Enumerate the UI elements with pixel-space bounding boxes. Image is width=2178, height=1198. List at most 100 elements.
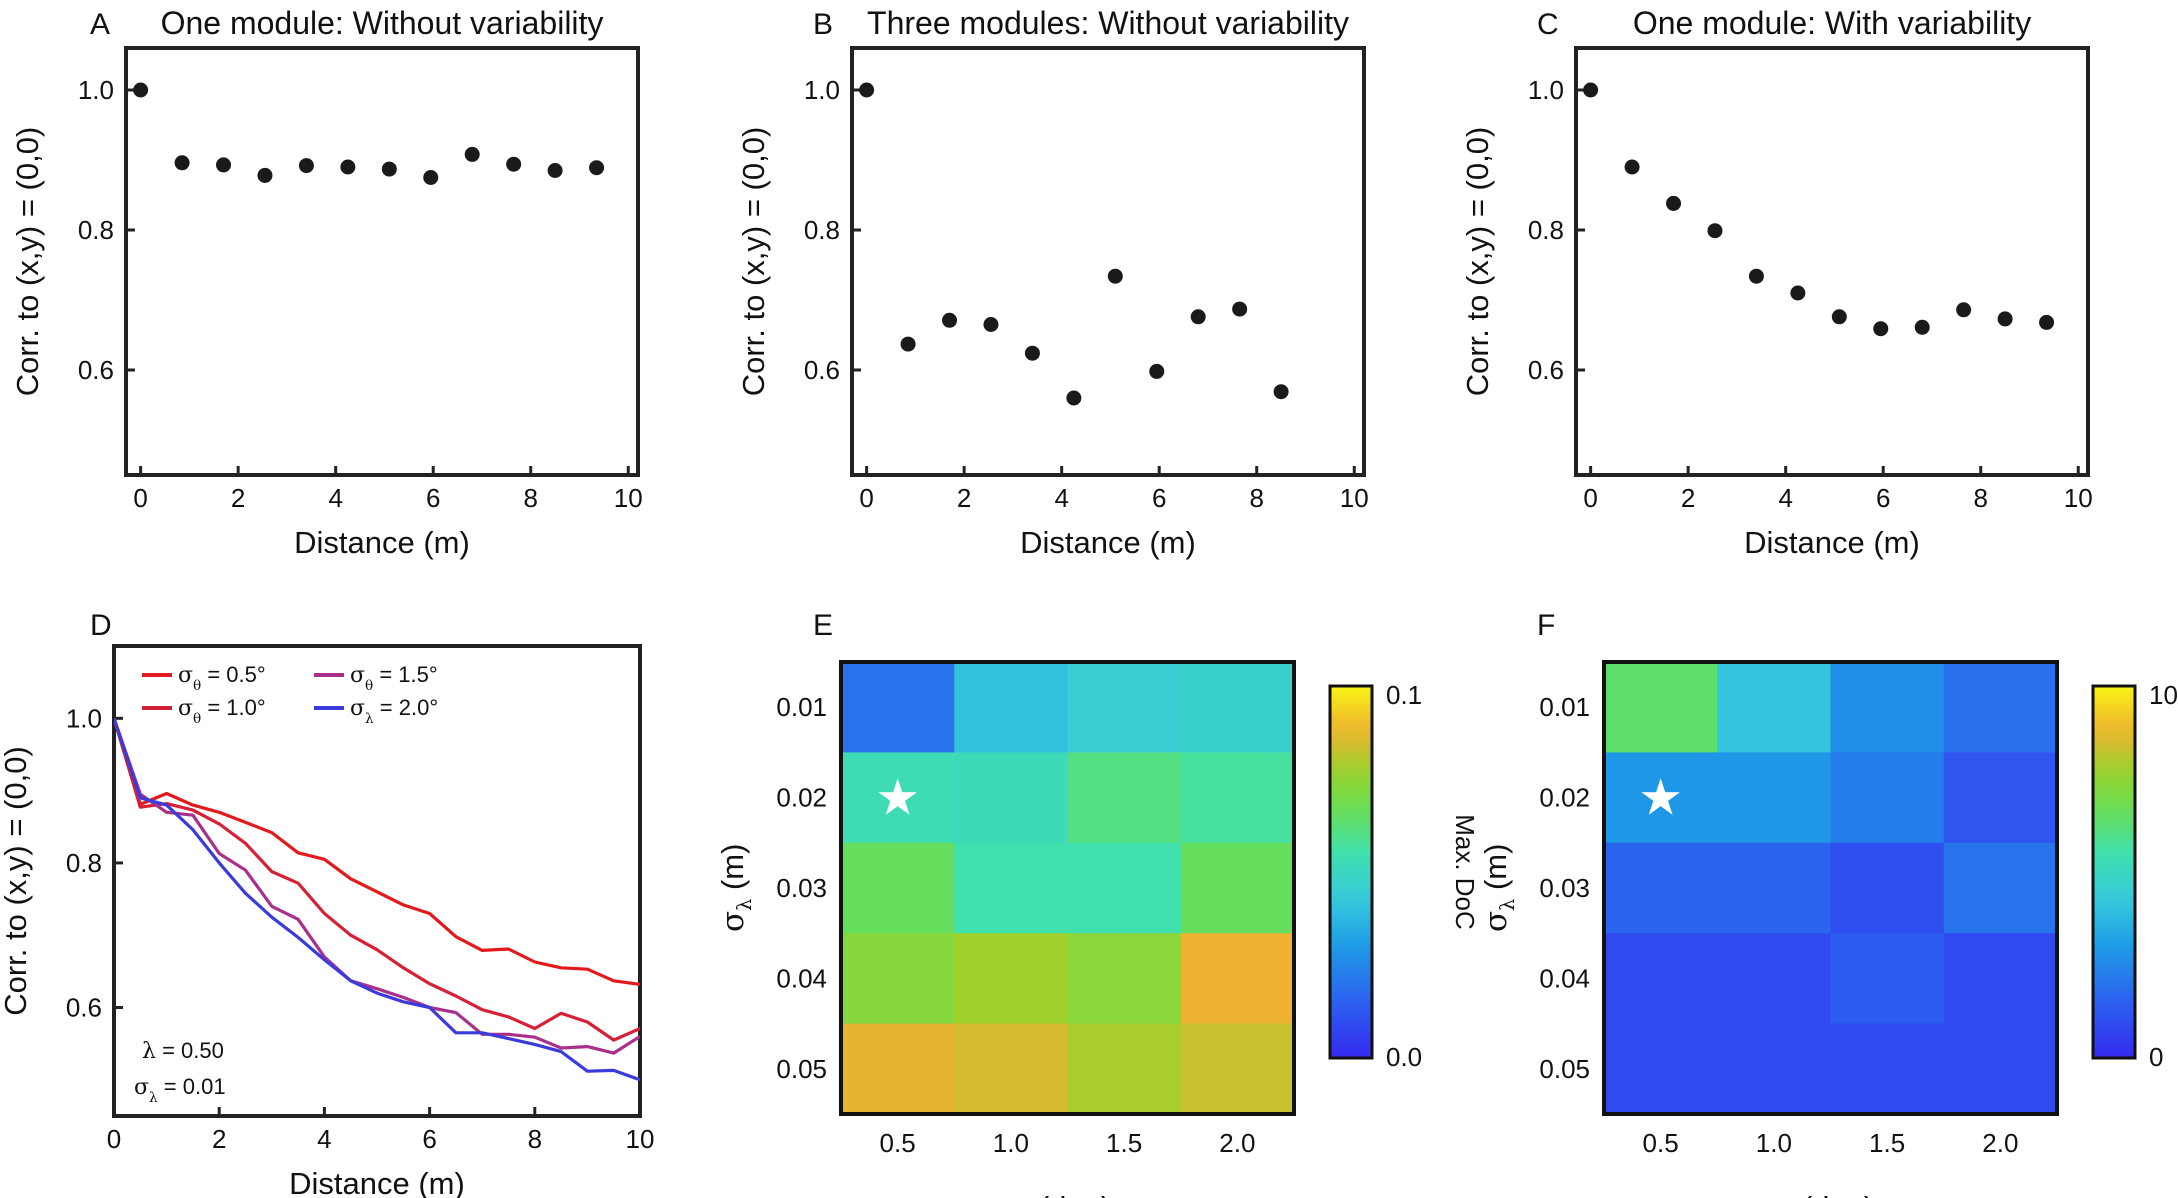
panel-c: C One module: With variability 0 2 4 6 8 10 0.6 0… [1460, 5, 2093, 560]
y-tick-label: 0.8 [78, 215, 114, 245]
plot-frame [112, 644, 642, 1118]
data-point [1997, 311, 2013, 327]
legend-label-text: = 0.5° [201, 662, 265, 687]
data-point [1748, 268, 1764, 284]
data-point [1666, 195, 1682, 211]
y-tick-label: 0.6 [78, 355, 114, 385]
panel-d: D 0 2 4 6 8 10 0.6 0.8 1.0 Distance (m) Corr. to (x… [0, 609, 654, 1198]
x-tick-label: 4 [1054, 483, 1068, 513]
legend-label-symbol: σ [350, 663, 365, 688]
x-tick-label: 2.0 [1219, 1128, 1255, 1158]
y-axis-label-text: (m) [1478, 844, 1513, 899]
data-point [464, 146, 480, 162]
y-tick-label: 0.8 [66, 848, 102, 878]
heatmap-cell [1830, 933, 1945, 1025]
annotation-sigma-lambda-symbol: σ [134, 1075, 149, 1100]
heatmap-cell [1604, 933, 1718, 1025]
legend-label: σθ = 0.5° [178, 662, 266, 694]
panel-b: B Three modules: Without variability 0 2 4 6 8… [736, 5, 1369, 560]
y-tick-label: 1.0 [1528, 75, 1564, 105]
data-point [589, 160, 605, 176]
colorbar [1328, 684, 1374, 1060]
x-axis-label: Distance (m) [289, 1166, 465, 1198]
plot-frame [850, 46, 1366, 477]
x-tick-label: 0.5 [1643, 1128, 1679, 1158]
data-point [1149, 363, 1165, 379]
data-point [1873, 321, 1889, 337]
x-tick-label: 8 [528, 1124, 542, 1154]
annotation-lambda-symbol: λ [142, 1039, 156, 1064]
legend-label-subscript: θ [193, 678, 201, 694]
heatmap-cell [841, 752, 955, 844]
y-axis-label: σλ (m) [715, 844, 756, 932]
colorbar-tick-max: 0.1 [1386, 680, 1422, 710]
data-point [381, 161, 397, 177]
star-marker: ★ [1638, 769, 1683, 827]
y-tick-label: 0.03 [776, 873, 827, 903]
data-point [2039, 314, 2055, 330]
legend-label-text: = 1.0° [201, 695, 265, 720]
heatmap-cell [1180, 752, 1295, 844]
x-tick-label: 10 [2064, 483, 2093, 513]
x-tick-label: 6 [1876, 483, 1890, 513]
plot-frame [1602, 660, 2059, 1116]
x-axis-label: Distance (m) [1744, 525, 1920, 560]
panel-a: A One module: Without variability 0 2 4 6 8 10 0… [10, 5, 643, 560]
data-point [1914, 319, 1930, 335]
panel-e: E ★ 0.01 0.02 0.03 0.04 0.05 0.5 1.0 1.5 2.0 σθ (de… [715, 609, 1480, 1198]
y-axis-label-text: (m) [715, 844, 750, 899]
x-axis-label: σθ (deg) [998, 1190, 1112, 1198]
x-axis-label: Distance (m) [294, 525, 470, 560]
legend-label-subscript: λ [365, 711, 374, 727]
data-point [1790, 285, 1806, 301]
y-tick-label: 0.04 [1539, 963, 1590, 993]
series-line [114, 717, 640, 1082]
legend-label-subscript: θ [193, 711, 201, 727]
legend-label-subscript: θ [365, 678, 373, 694]
heatmap-cell [1717, 933, 1832, 1025]
y-tick-label: 0.05 [776, 1054, 827, 1084]
data-point [506, 156, 522, 172]
colorbar-label: Max. DoC [1450, 814, 1480, 930]
y-axis-label: Corr. to (x,y) = (0,0) [736, 127, 771, 397]
x-tick-label: 1.0 [1756, 1128, 1792, 1158]
plot-frame [839, 660, 1296, 1116]
legend-label-symbol: σ [350, 696, 365, 721]
heatmap-cell [1717, 752, 1832, 844]
data-point [216, 157, 232, 173]
legend-label: σθ = 1.0° [178, 695, 266, 727]
data-point [1707, 223, 1723, 239]
colorbar-tick-max: 10 [2149, 680, 2178, 710]
heatmap-cell [954, 1023, 1069, 1115]
heatmap-cell [841, 842, 955, 934]
data-point [900, 336, 916, 352]
legend-label-symbol: σ [178, 663, 193, 688]
data-point [1066, 390, 1082, 406]
heatmap-cell [1943, 933, 2058, 1025]
y-tick-label: 0.6 [804, 355, 840, 385]
x-tick-label: 0 [1583, 483, 1597, 513]
x-tick-label: 0 [859, 483, 873, 513]
heatmap-cell [841, 662, 955, 753]
x-axis-label: σθ (deg) [1761, 1190, 1875, 1198]
data-point [1190, 309, 1206, 325]
plot-frame [124, 46, 640, 477]
heatmap-cell [1943, 1023, 2058, 1115]
data-point [1024, 345, 1040, 361]
heatmap-cell [1717, 842, 1832, 934]
x-tick-label: 1.5 [1106, 1128, 1142, 1158]
y-tick-label: 1.0 [804, 75, 840, 105]
heatmap-cell [1180, 662, 1295, 753]
annotation-sigma-lambda-subscript: λ [149, 1090, 158, 1106]
x-tick-label: 0 [133, 483, 147, 513]
heatmap-cell [1943, 752, 2058, 844]
legend-label: σθ = 1.5° [350, 662, 438, 694]
heatmap-cell [1180, 933, 1295, 1025]
panel-label: C [1537, 8, 1559, 41]
y-axis-label: σλ (m) [1478, 844, 1519, 932]
heatmap-cell [1830, 662, 1945, 753]
heatmap-cell [1604, 752, 1718, 844]
data-point [942, 312, 958, 328]
y-tick-label: 0.8 [804, 215, 840, 245]
panel-label: E [813, 609, 833, 642]
